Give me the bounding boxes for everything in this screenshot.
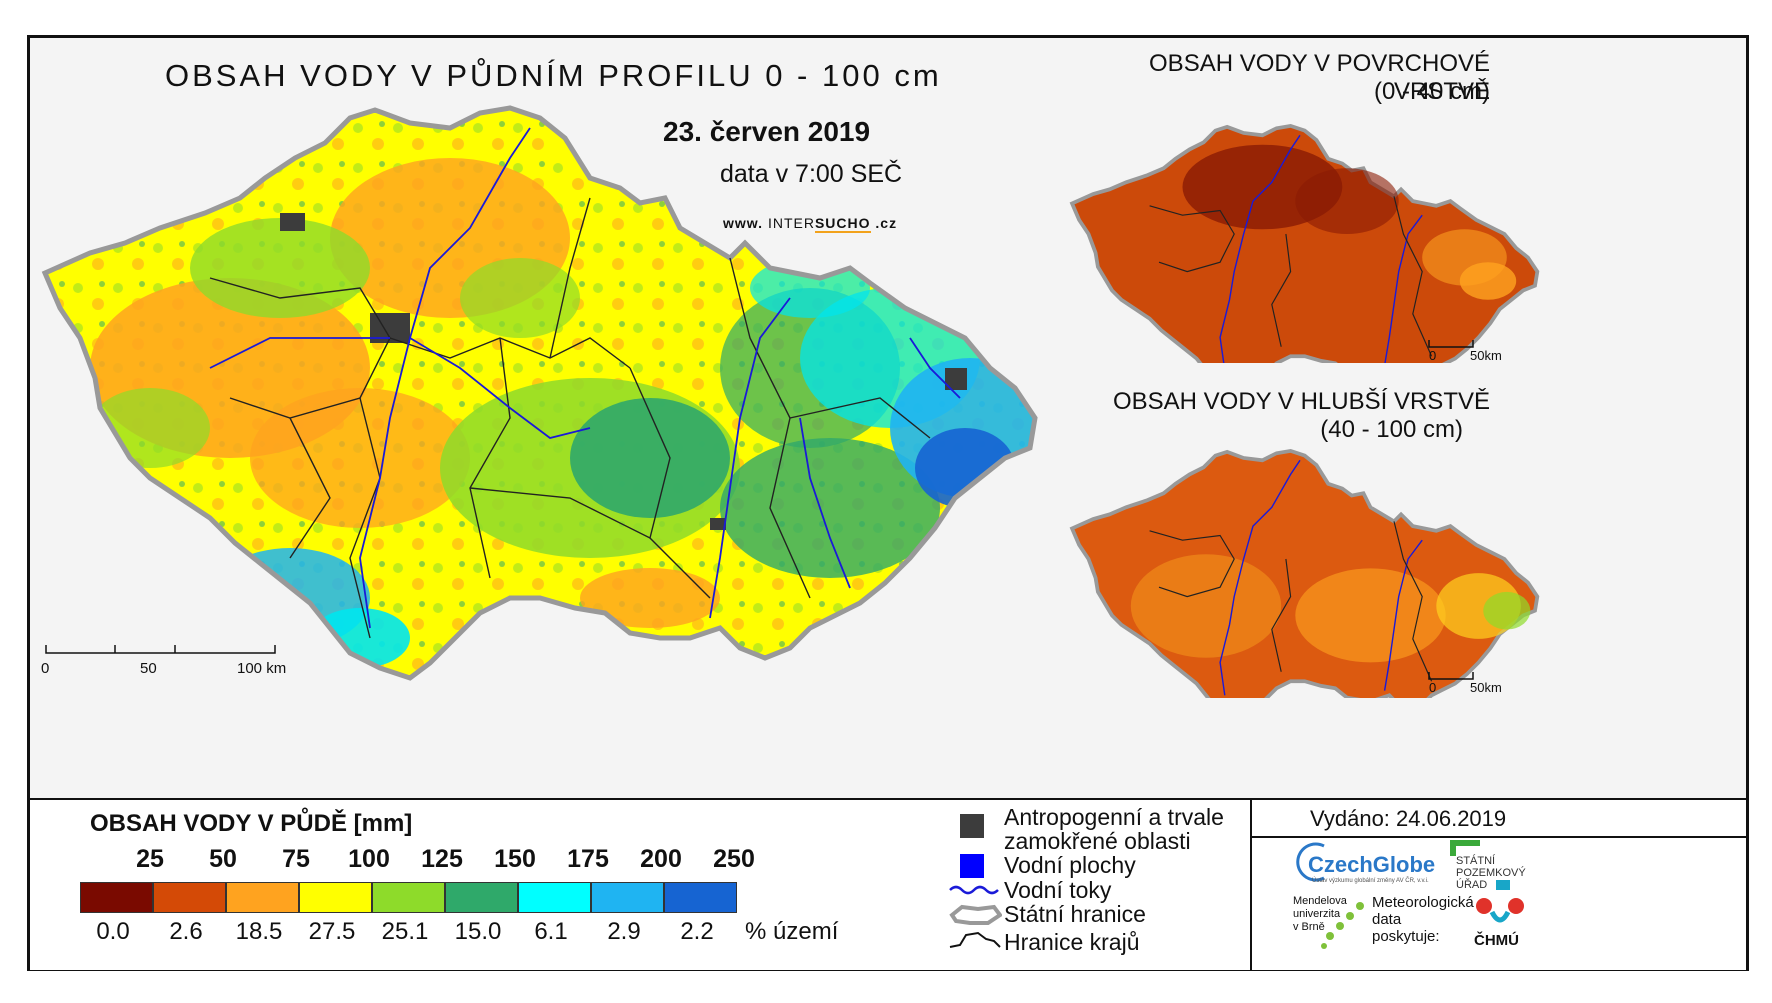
- river-symbol: [949, 885, 999, 895]
- threshold-100: 100: [348, 845, 390, 873]
- divider-horizontal: [1250, 836, 1746, 838]
- pct-class-3: 18.5: [235, 918, 283, 945]
- deep-map-subtitle: (40 - 100 cm): [1320, 416, 1463, 443]
- pct-unit: % území: [745, 918, 839, 945]
- czechglobe-subtitle: Ústav výzkumu globální změny AV ČR, v.v.…: [1312, 878, 1429, 884]
- surface-scale-50: 50km: [1470, 348, 1502, 363]
- anthropogenic-label-2: zamokřené oblasti: [1004, 828, 1191, 854]
- region-border-label: Hranice krajů: [1004, 929, 1140, 955]
- main-scale-50: 50: [140, 660, 157, 677]
- surface-scale-0: 0: [1429, 348, 1437, 363]
- issued-date: Vydáno: 24.06.2019: [1310, 806, 1507, 831]
- main-scale-bar: [45, 645, 276, 654]
- chmu-logo-top: [1496, 880, 1510, 890]
- water-bodies-label: Vodní plochy: [1004, 852, 1136, 878]
- map-date: 23. červen 2019: [663, 116, 871, 147]
- legend-swatch-5: [372, 882, 445, 913]
- web-brand-a: INTER: [767, 215, 815, 231]
- chmu-logo-mark: [1476, 898, 1524, 923]
- spu-logo-stem: [1450, 840, 1456, 856]
- legend-swatch-9: [664, 882, 737, 913]
- intersucho-web: www. INTERSUCHO .cz: [723, 215, 898, 233]
- pct-class-8: 2.9: [607, 918, 641, 945]
- main-map-title: OBSAH VODY V PŮDNÍM PROFILU 0 - 100 cm: [165, 58, 942, 93]
- divider-vertical: [1250, 800, 1252, 970]
- surface-map-subtitle: (0 - 40 cm): [1373, 78, 1490, 105]
- surface-map-title: OBSAH VODY V POVRCHOVÉ VRSTVĚ: [1149, 50, 1490, 105]
- pct-class-7: 6.1: [534, 918, 568, 945]
- legend-swatch-7: [518, 882, 591, 913]
- pct-class-6: 15.0: [454, 918, 502, 945]
- state-border-label: Státní hranice: [1004, 901, 1146, 927]
- deep-scale-50: 50km: [1470, 680, 1502, 695]
- threshold-175: 175: [567, 845, 609, 873]
- legend-title: OBSAH VODY V PŮDĚ [mm]: [90, 810, 413, 837]
- pct-class-2: 2.6: [169, 918, 203, 945]
- web-prefix: www.: [723, 215, 764, 231]
- meteo-line-1: Meteorologická: [1372, 894, 1474, 911]
- spu-logo-bar: [1450, 840, 1480, 846]
- pct-class-4: 27.5: [308, 918, 356, 945]
- threshold-75: 75: [282, 845, 310, 873]
- spu-line-1: STÁTNÍ: [1456, 855, 1496, 867]
- web-suffix: .cz: [875, 215, 898, 231]
- deep-scale-0: 0: [1429, 680, 1437, 695]
- threshold-25: 25: [136, 845, 164, 873]
- surface-scale-bar: [1428, 340, 1474, 348]
- main-scale-100: 100 km: [237, 660, 287, 677]
- deep-map-title: OBSAH VODY V HLUBŠÍ VRSTVĚ: [1112, 388, 1490, 415]
- spu-line-3: ÚŘAD: [1456, 879, 1488, 891]
- deep-scale-bar: [1428, 672, 1474, 680]
- anthropogenic-label-1: Antropogenní a trvale: [1004, 804, 1224, 830]
- legend-swatch-4: [299, 882, 372, 913]
- threshold-250: 250: [713, 845, 755, 873]
- mendel-line-1: Mendelova: [1293, 895, 1347, 907]
- legend-swatch-6: [445, 882, 518, 913]
- meteo-line-2: data: [1372, 911, 1402, 928]
- state-border: [41, 105, 1038, 681]
- pct-class-5: 25.1: [381, 918, 429, 945]
- mendel-line-3: v Brně: [1293, 921, 1325, 933]
- legend-swatch-2: [153, 882, 226, 913]
- region-borders: [209, 197, 931, 639]
- threshold-50: 50: [209, 845, 237, 873]
- rivers: [209, 127, 961, 629]
- water-bodies-swatch: [960, 854, 984, 878]
- main-scale-0: 0: [41, 660, 50, 677]
- legend-swatch-1: [80, 882, 153, 913]
- map-area: OBSAH VODY V PŮDNÍM PROFILU 0 - 100 cm 2…: [30, 38, 1746, 798]
- threshold-200: 200: [640, 845, 682, 873]
- mendel-line-2: univerzita: [1293, 908, 1341, 920]
- czechglobe-logo: CzechGlobe: [1308, 852, 1436, 877]
- web-brand-b: SUCHO: [814, 215, 871, 233]
- pct-class-9: 2.2: [680, 918, 714, 945]
- state-border-symbol: [949, 904, 1002, 925]
- meteo-line-3: poskytuje:: [1372, 928, 1440, 945]
- figure-frame: OBSAH VODY V PŮDNÍM PROFILU 0 - 100 cm 2…: [27, 35, 1749, 971]
- chmu-label: ČHMÚ: [1474, 932, 1519, 949]
- region-border-symbol: [949, 931, 1001, 948]
- rivers-label: Vodní toky: [1004, 877, 1112, 903]
- legend-swatch-8: [591, 882, 664, 913]
- czechglobe-logo-arc: [1296, 842, 1325, 882]
- threshold-125: 125: [421, 845, 463, 873]
- data-time: data v 7:00 SEČ: [720, 160, 903, 188]
- main-soil-water-map: [41, 105, 1038, 681]
- threshold-150: 150: [494, 845, 536, 873]
- surface-layer-map: [1069, 123, 1540, 363]
- legend-area: OBSAH VODY V PŮDĚ [mm] 25 50 75 100 125 …: [30, 798, 1746, 970]
- anthropogenic-swatch: [960, 814, 984, 838]
- spu-line-2: POZEMKOVÝ: [1456, 867, 1526, 879]
- deep-layer-map: [1069, 448, 1540, 698]
- legend-swatch-3: [226, 882, 299, 913]
- pct-class-1: 0.0: [96, 918, 130, 945]
- mendel-logo-dots: [1321, 902, 1364, 949]
